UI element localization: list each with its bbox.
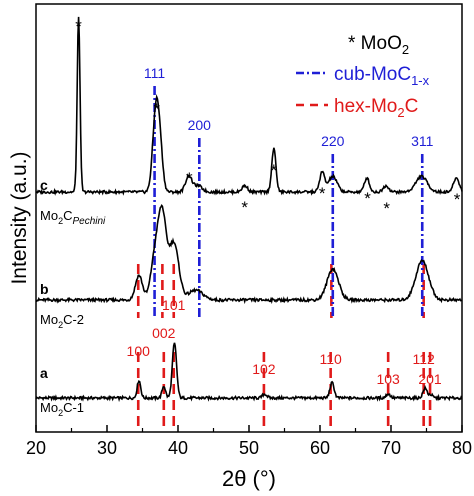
hkl-label-111-c: 111 <box>144 65 165 81</box>
reference-lines-layer <box>136 86 432 430</box>
x-axis-label: 2θ (°) <box>222 466 276 491</box>
hkl-label-102-a: 102 <box>252 361 276 377</box>
moo2-star-marker-1: * <box>153 100 160 119</box>
diffraction-curve-b <box>35 204 463 305</box>
sample-a-letter: a <box>40 365 48 381</box>
hkl-label-200-c: 200 <box>188 117 212 133</box>
moo2-star-marker-7: * <box>383 199 390 218</box>
diffraction-curve-c <box>35 16 463 197</box>
moo2-star-marker-6: * <box>364 189 371 208</box>
hkl-label-100-a: 100 <box>127 343 151 359</box>
legend-hex-label: hex-Mo2C <box>334 96 418 120</box>
moo2-star-marker-8: * <box>454 190 461 209</box>
hkl-label-103-a: 103 <box>376 371 400 387</box>
hkl-label-220-c: 220 <box>321 133 345 149</box>
x-axis-ticks: 20 30 40 50 60 70 80 <box>26 425 472 458</box>
sample-labels: c Mo2CPechini b Mo2C-2 a Mo2C-1 <box>40 177 106 418</box>
moo2-star-marker-2: * <box>186 169 193 188</box>
hkl-label-002-a: 002 <box>152 325 176 341</box>
x-tick-label-70: 70 <box>381 438 401 458</box>
sample-b-letter: b <box>40 281 49 297</box>
x-tick-label-20: 20 <box>26 438 46 458</box>
x-tick-label-80: 80 <box>452 438 472 458</box>
x-tick-label-30: 30 <box>97 438 117 458</box>
legend-moo2-label: * MoO2 <box>348 33 409 57</box>
legend-cub-label: cub-MoC1-x <box>334 64 430 88</box>
y-axis-label: Intensity (a.u.) <box>8 151 31 284</box>
hkl-label-101-a: 101 <box>162 297 186 313</box>
x-tick-label-50: 50 <box>239 438 259 458</box>
hkl-label-110-a: 110 <box>319 351 342 367</box>
legend: * MoO2 cub-MoC1-x hex-Mo2C <box>296 33 430 120</box>
x-tick-label-60: 60 <box>310 438 330 458</box>
sample-c-letter: c <box>40 177 48 193</box>
diffraction-curves-layer <box>35 16 463 403</box>
moo2-star-marker-5: * <box>319 184 326 203</box>
hkl-label-112-a: 112 <box>412 351 435 367</box>
moo2-star-marker-4: * <box>271 161 278 180</box>
sample-c-name: Mo2CPechini <box>40 208 106 227</box>
moo2-star-marker-0: * <box>75 17 82 36</box>
x-tick-label-40: 40 <box>168 438 188 458</box>
moo2-star-marker-3: * <box>241 198 248 217</box>
sample-a-name: Mo2C-1 <box>40 400 84 418</box>
hkl-label-201-a: 201 <box>418 371 442 387</box>
hkl-label-311-c: 311 <box>411 133 434 149</box>
diffraction-curve-a <box>35 342 463 403</box>
sample-b-name: Mo2C-2 <box>40 312 84 330</box>
